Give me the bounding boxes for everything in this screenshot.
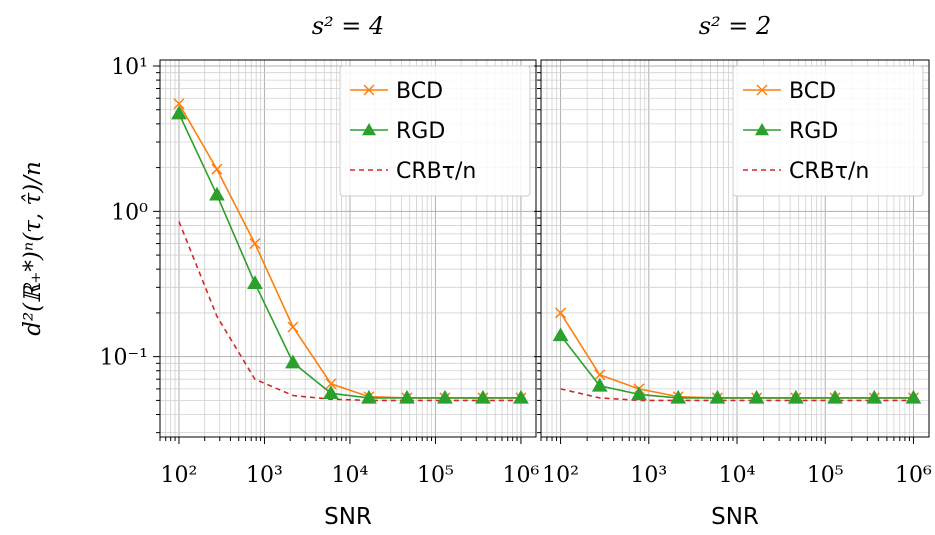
data-point-triangle bbox=[552, 327, 569, 342]
data-point-triangle bbox=[591, 377, 608, 392]
y-tick-label: 10⁰ bbox=[111, 200, 148, 225]
x-axis-label: SNR bbox=[711, 504, 759, 530]
data-point-triangle bbox=[631, 386, 647, 401]
data-point-triangle bbox=[285, 354, 301, 369]
data-point-triangle bbox=[709, 389, 726, 404]
data-point-triangle bbox=[209, 186, 225, 201]
data-point-x bbox=[325, 378, 337, 390]
chart-title: s² = 4 bbox=[312, 12, 385, 40]
legend-marker-triangle bbox=[755, 123, 769, 136]
series-group bbox=[171, 98, 529, 404]
data-point-triangle bbox=[171, 105, 187, 120]
axes-frame bbox=[540, 59, 930, 438]
data-point-triangle bbox=[827, 389, 843, 404]
panel-1: 10² 10³ 10⁴ 10⁵ 10⁶ 10¹ 10⁰ 10⁻¹ SNR s² = 4 d²(ℝ₊*… bbox=[20, 12, 540, 530]
x-tick-label: 10² bbox=[161, 463, 198, 488]
series-line-triangle bbox=[559, 334, 914, 399]
legend-marker-x bbox=[756, 84, 768, 96]
series-line-none bbox=[178, 221, 521, 402]
data-point-triangle bbox=[399, 389, 415, 404]
y-axis-label: d²(ℝ₊*)ⁿ(τ, τ̂)/n bbox=[20, 161, 46, 336]
data-point-triangle bbox=[247, 275, 263, 290]
data-point-triangle bbox=[437, 389, 453, 404]
data-point-triangle bbox=[513, 389, 529, 404]
x-tick-label: 10⁴ bbox=[719, 463, 756, 488]
data-point-triangle bbox=[748, 389, 765, 404]
legend-label: BCD bbox=[789, 79, 836, 104]
x-tick-label: 10³ bbox=[630, 463, 667, 488]
y-tick-label: 10⁻¹ bbox=[100, 346, 148, 371]
data-point-x bbox=[211, 163, 223, 175]
x-tick-label: 10⁵ bbox=[417, 463, 454, 488]
series-group bbox=[552, 307, 922, 404]
legend-marker-triangle bbox=[362, 123, 376, 136]
data-point-x bbox=[594, 369, 606, 381]
legend-label: CRBτ/n bbox=[789, 159, 869, 184]
series-line-triangle bbox=[178, 113, 521, 399]
x-tick-label: 10⁶ bbox=[895, 463, 932, 488]
data-point-x bbox=[287, 321, 299, 333]
x-axis-label: SNR bbox=[324, 504, 372, 530]
data-point-triangle bbox=[866, 389, 883, 404]
legend-marker-x bbox=[363, 84, 375, 96]
data-point-triangle bbox=[787, 389, 804, 404]
legend-label: RGD bbox=[789, 119, 838, 144]
data-point-triangle bbox=[670, 389, 687, 404]
data-point-triangle bbox=[905, 389, 922, 404]
legend: BCD RGD CRBτ/n bbox=[732, 65, 924, 197]
legend: BCD RGD CRBτ/n bbox=[339, 65, 531, 197]
data-point-triangle bbox=[475, 389, 491, 404]
data-point-x bbox=[555, 307, 567, 319]
data-point-x bbox=[249, 238, 261, 250]
legend-box bbox=[732, 65, 924, 197]
x-tick-label: 10⁵ bbox=[807, 463, 844, 488]
legend-label: BCD bbox=[396, 79, 443, 104]
legend-label: CRBτ/n bbox=[396, 159, 476, 184]
axes-frame bbox=[159, 59, 537, 438]
data-point-triangle bbox=[361, 389, 377, 404]
chart-title: s² = 2 bbox=[699, 12, 772, 40]
x-tick-label: 10⁴ bbox=[332, 463, 369, 488]
data-point-x bbox=[173, 98, 185, 110]
legend-box bbox=[339, 65, 531, 197]
panel-2: 10² 10³ 10⁴ 10⁵ 10⁶ SNR s² = 2 BCD RGD CRBτ/n bbox=[534, 12, 932, 530]
y-tick-label: 10¹ bbox=[111, 55, 148, 80]
x-tick-label: 10⁶ bbox=[503, 463, 540, 488]
data-point-triangle bbox=[323, 385, 339, 400]
legend-label: RGD bbox=[396, 119, 445, 144]
x-tick-label: 10² bbox=[542, 463, 579, 488]
x-tick-label: 10³ bbox=[246, 463, 283, 488]
